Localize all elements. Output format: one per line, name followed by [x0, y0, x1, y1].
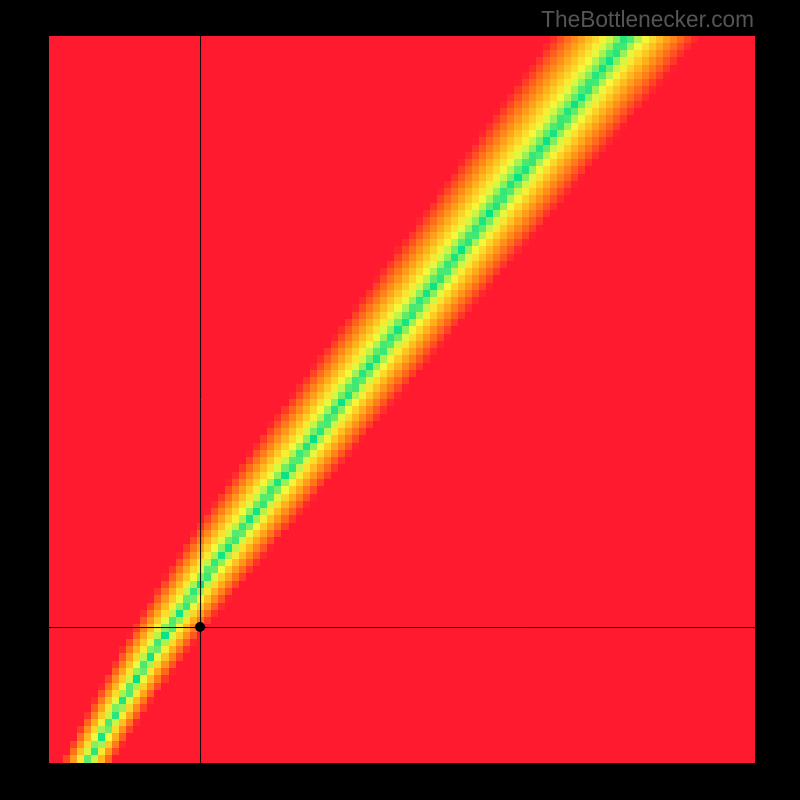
bottleneck-heatmap [49, 36, 755, 763]
chart-container: TheBottlenecker.com [0, 0, 800, 800]
watermark-text: TheBottlenecker.com [541, 6, 754, 33]
